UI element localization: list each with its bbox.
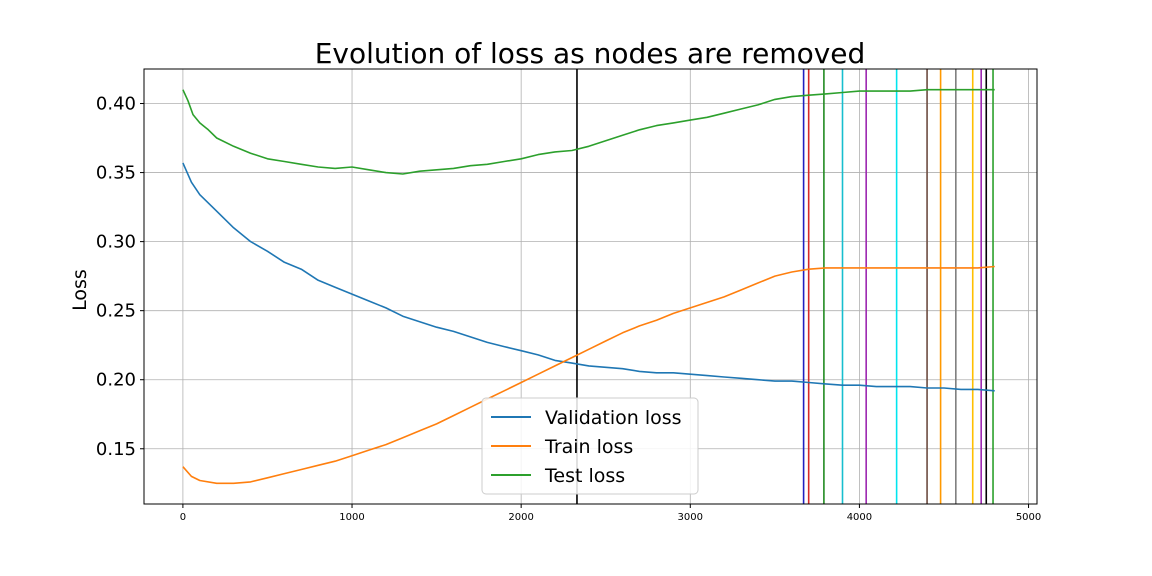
legend: Validation loss Train loss Test loss [481, 397, 699, 495]
legend-label: Validation loss [545, 407, 682, 429]
y-tick-label: 0.15 [96, 439, 136, 460]
legend-label: Test loss [544, 465, 625, 487]
x-tick-label: 5000 [1016, 512, 1041, 523]
y-tick-label: 0.25 [96, 301, 136, 322]
x-tick-label: 3000 [678, 512, 703, 523]
chart-title: Evolution of loss as nodes are removed [315, 37, 866, 70]
series-line-1 [182, 162, 995, 392]
series-lines [182, 88, 995, 485]
legend-box [481, 397, 699, 495]
x-axis-ticks: 0 1000 2000 3000 4000 5000 [180, 504, 1041, 523]
series-line-2 [182, 265, 995, 485]
x-tick-label: 2000 [508, 512, 533, 523]
y-tick-label: 0.30 [96, 232, 136, 253]
x-tick-label: 4000 [847, 512, 872, 523]
series-line-3 [182, 88, 995, 175]
grid [144, 69, 1037, 504]
y-axis-ticks: 0.15 0.20 0.25 0.30 0.35 0.40 [96, 94, 144, 460]
y-axis-label: Loss [69, 269, 91, 311]
legend-entries: Validation loss Train loss Test loss [491, 407, 682, 487]
vertical-markers [576, 69, 994, 504]
plot-frame [143, 68, 1038, 505]
x-tick-label: 0 [180, 512, 186, 523]
y-tick-label: 0.40 [96, 94, 136, 115]
y-tick-label: 0.20 [96, 370, 136, 391]
legend-label: Train loss [544, 436, 633, 458]
y-tick-label: 0.35 [96, 163, 136, 184]
x-tick-label: 1000 [339, 512, 364, 523]
